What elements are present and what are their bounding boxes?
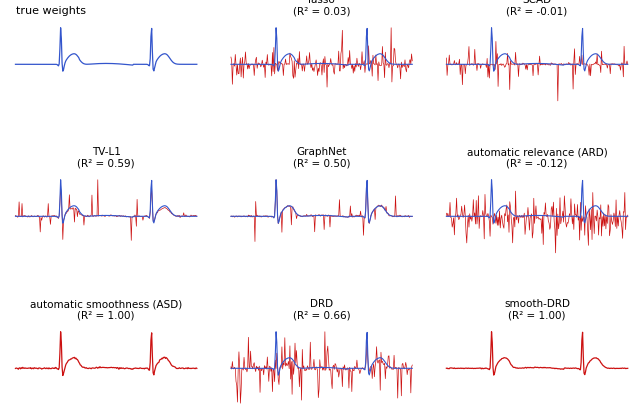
Title: TV-L1
(R² = 0.59): TV-L1 (R² = 0.59) (77, 147, 135, 169)
Title: GraphNet
(R² = 0.50): GraphNet (R² = 0.50) (293, 147, 350, 169)
Text: true weights: true weights (17, 6, 86, 16)
Title: automatic smoothness (ASD)
(R² = 1.00): automatic smoothness (ASD) (R² = 1.00) (30, 299, 182, 321)
Title: SCAD
(R² = -0.01): SCAD (R² = -0.01) (506, 0, 568, 17)
Title: smooth-DRD
(R² = 1.00): smooth-DRD (R² = 1.00) (504, 299, 570, 321)
Title: lasso
(R² = 0.03): lasso (R² = 0.03) (293, 0, 350, 17)
Title: automatic relevance (ARD)
(R² = -0.12): automatic relevance (ARD) (R² = -0.12) (467, 147, 607, 169)
Title: DRD
(R² = 0.66): DRD (R² = 0.66) (292, 299, 351, 321)
